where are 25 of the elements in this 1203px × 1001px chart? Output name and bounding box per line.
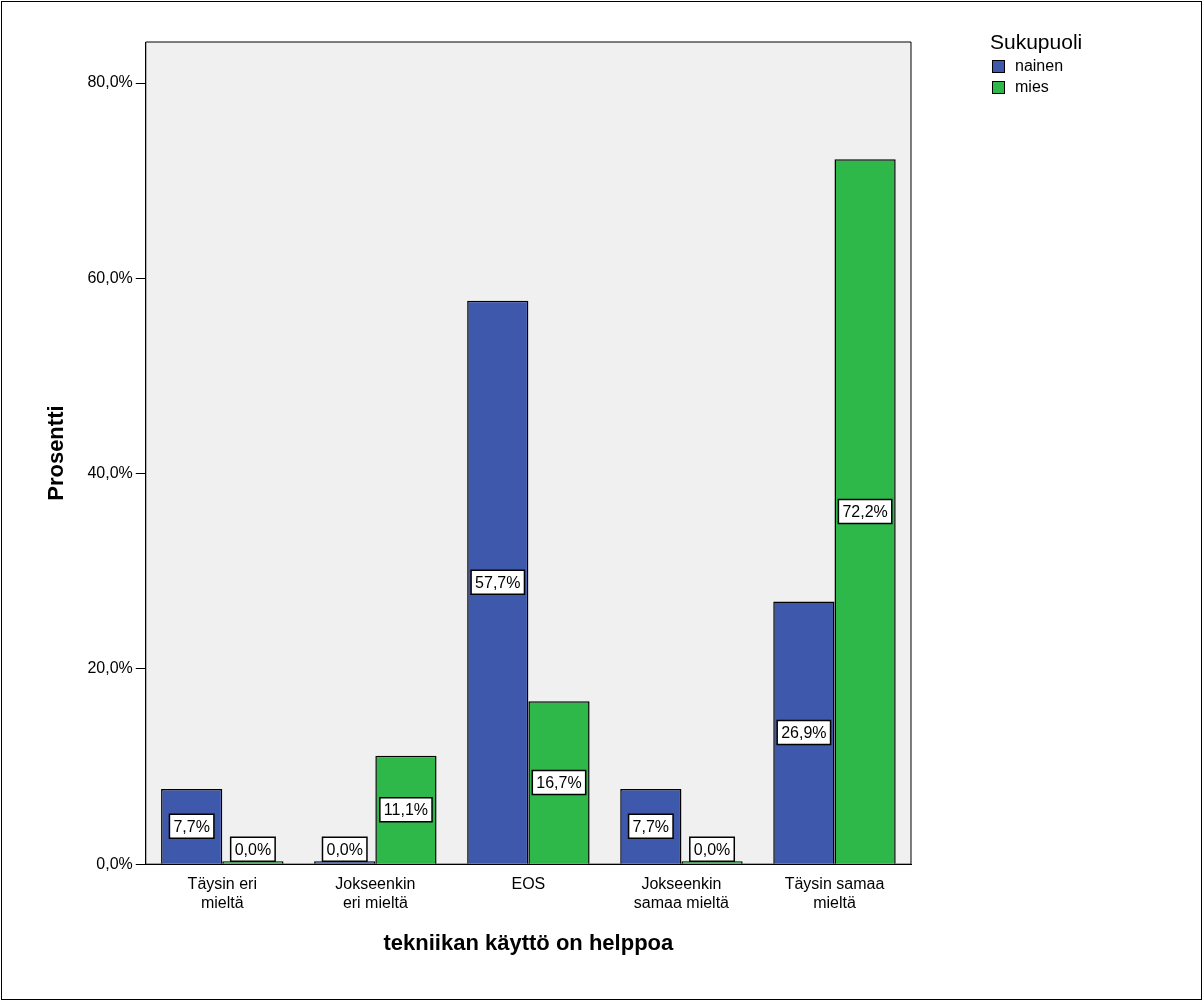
data-label: 0,0% [234,840,272,858]
data-label: 7,7% [632,817,670,835]
data-label: 57,7% [475,573,521,591]
data-label: 0,0% [326,840,363,858]
data-label: 7,7% [173,817,210,835]
x-tick-label: Jokseenkin eri mieltä [335,875,416,912]
data-label: 11,1% [383,801,429,819]
x-tick-label: Täysin eri mieltä [187,875,257,912]
legend-label: nainen [1015,57,1064,75]
x-axis-title: tekniikan käyttö on helppoa [383,929,675,955]
y-tick-label: 60,0% [87,268,133,286]
y-tick-label: 40,0% [87,464,133,482]
data-label: 0,0% [693,840,731,858]
x-tick-label: Täysin samaa mieltä [784,875,885,912]
data-label: 16,7% [536,773,582,791]
y-tick-label: 0,0% [96,854,133,872]
y-tick-label: 80,0% [87,73,133,91]
x-tick-label: Jokseenkin samaa mieltä [633,875,730,912]
data-label: 26,9% [781,724,827,742]
x-tick-label: EOS [511,875,546,893]
legend-title: Sukupuoli [990,30,1083,54]
y-axis-title: Prosentti [43,405,69,501]
legend-label: mies [1015,78,1049,96]
data-label: 72,2% [842,502,888,520]
y-tick-label: 20,0% [87,659,133,677]
